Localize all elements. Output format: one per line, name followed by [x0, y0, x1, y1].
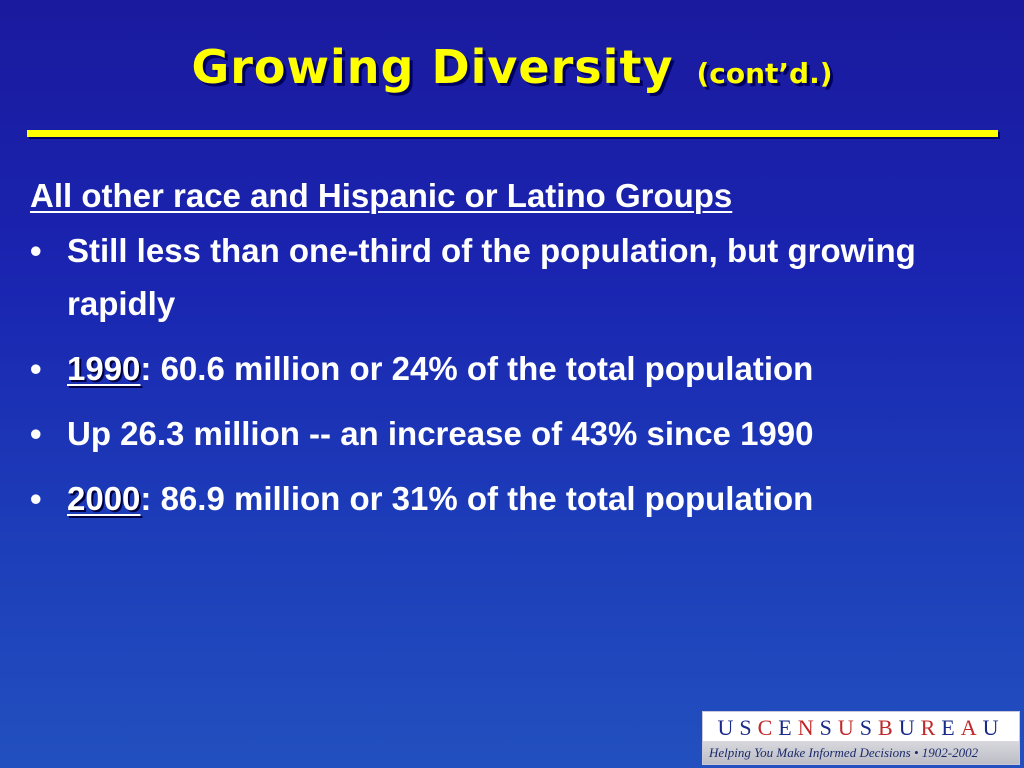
logo-letter: B: [878, 715, 899, 740]
logo-letter: U: [982, 715, 1005, 740]
bullet-item: • Still less than one-third of the popul…: [30, 224, 1010, 330]
bullet-icon: •: [30, 415, 42, 452]
census-bureau-logo: USCENSUSBUREAU Helping You Make Informed…: [702, 711, 1020, 765]
bullet-item: • Up 26.3 million -- an increase of 43% …: [30, 407, 1010, 460]
bullet-icon: •: [30, 232, 42, 269]
logo-tagline: Helping You Make Informed Decisions • 19…: [709, 745, 979, 760]
title-suffix: (cont’d.): [696, 57, 833, 90]
logo-letter: U: [837, 715, 860, 740]
bullet-item: • 1990: 60.6 million or 24% of the total…: [30, 342, 1010, 395]
logo-letter: S: [739, 715, 758, 740]
bullet-icon: •: [30, 350, 42, 387]
title-divider: [27, 130, 998, 137]
bullet-text: : 86.9 million or 31% of the total popul…: [140, 480, 814, 517]
logo-letter: S: [819, 715, 838, 740]
logo-tagline-bar: [703, 741, 1019, 764]
logo-letter: U: [717, 715, 740, 740]
logo-letter: N: [797, 715, 820, 740]
slide-title: Growing Diversity (cont’d.): [0, 40, 1024, 94]
bullet-text: Still less than one-third of the populat…: [67, 232, 916, 322]
bullet-item: • 2000: 86.9 million or 31% of the total…: [30, 472, 1010, 525]
bullet-year: 1990: [67, 350, 141, 387]
logo-letter: A: [960, 715, 983, 740]
title-main: Growing Diversity: [191, 40, 674, 94]
bullet-year: 2000: [67, 480, 141, 517]
bullet-text: Up 26.3 million -- an increase of 43% si…: [67, 415, 814, 452]
logo-letter: C: [757, 715, 779, 740]
slide-body: All other race and Hispanic or Latino Gr…: [30, 168, 1010, 537]
bullet-icon: •: [30, 480, 42, 517]
logo-letter: S: [859, 715, 879, 740]
logo-letter: R: [920, 715, 942, 740]
logo-wordmark: USCENSUSBUREAU: [703, 715, 1019, 741]
section-heading: All other race and Hispanic or Latino Gr…: [30, 177, 733, 214]
logo-letter: E: [941, 715, 961, 740]
logo-letter: U: [898, 715, 921, 740]
bullet-list: • Still less than one-third of the popul…: [30, 224, 1010, 525]
bullet-text: : 60.6 million or 24% of the total popul…: [140, 350, 814, 387]
logo-letter: E: [778, 715, 798, 740]
